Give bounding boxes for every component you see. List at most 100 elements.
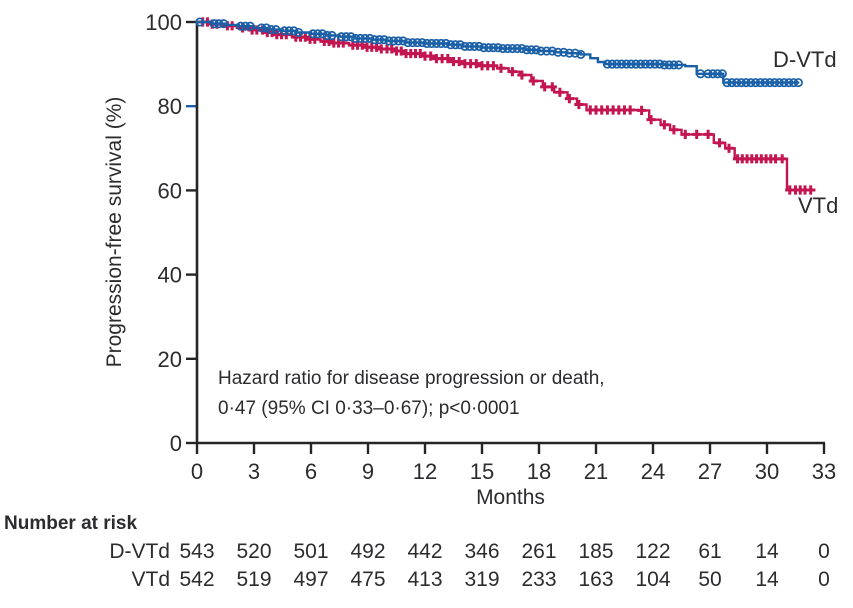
censor-mark-circle bbox=[522, 45, 532, 55]
censor-mark-circle bbox=[793, 78, 803, 88]
censor-mark-circle bbox=[559, 47, 569, 57]
y-tick-label: 40 bbox=[158, 263, 182, 288]
censor-mark-plus bbox=[528, 76, 538, 86]
censor-mark-circle bbox=[479, 43, 489, 53]
censor-mark-circle bbox=[570, 48, 580, 58]
censor-mark-circle bbox=[346, 32, 356, 42]
risk-row-label-vtd: VTd bbox=[131, 568, 170, 591]
x-tick-label: 6 bbox=[305, 459, 317, 484]
censor-mark-circle bbox=[784, 78, 794, 88]
risk-value: 261 bbox=[521, 540, 557, 563]
censor-mark-circle bbox=[351, 33, 361, 43]
censor-mark-circle bbox=[602, 59, 612, 69]
risk-value: 519 bbox=[236, 568, 272, 591]
risk-value: 501 bbox=[293, 540, 329, 563]
censor-mark-circle bbox=[664, 60, 674, 70]
censor-mark-plus bbox=[703, 129, 713, 140]
risk-value: 319 bbox=[464, 568, 500, 591]
censor-mark-circle bbox=[674, 60, 684, 70]
y-tick-label: 0 bbox=[170, 431, 182, 456]
risk-value: 413 bbox=[407, 568, 443, 591]
censor-mark-circle bbox=[271, 25, 281, 35]
curve-label-dvtd: D-VTd bbox=[773, 47, 837, 72]
censor-mark-circle bbox=[531, 45, 541, 55]
censor-mark-circle bbox=[774, 78, 784, 88]
censor-mark-circle bbox=[236, 21, 246, 31]
x-tick-label: 18 bbox=[527, 459, 551, 484]
hazard-ratio-line1: Hazard ratio for disease progression or … bbox=[218, 368, 605, 389]
censor-mark-circle bbox=[474, 41, 484, 51]
censor-mark-circle bbox=[365, 33, 375, 43]
censor-mark-circle bbox=[727, 78, 737, 88]
censor-mark-circle bbox=[760, 78, 770, 88]
censor-mark-plus bbox=[488, 61, 498, 71]
censor-mark-circle bbox=[240, 21, 251, 31]
censor-mark-circle bbox=[379, 35, 389, 45]
censor-mark-circle bbox=[465, 41, 475, 51]
risk-value: 542 bbox=[179, 568, 215, 591]
censor-mark-circle bbox=[403, 38, 413, 48]
y-tick-label: 20 bbox=[158, 347, 182, 372]
risk-value: 61 bbox=[698, 540, 722, 563]
x-tick-label: 15 bbox=[470, 459, 494, 484]
y-tick-label: 100 bbox=[145, 10, 182, 35]
censor-mark-circle bbox=[313, 29, 323, 39]
censor-mark-circle bbox=[498, 43, 508, 54]
censor-mark-circle bbox=[626, 59, 636, 69]
censor-mark-circle bbox=[436, 38, 446, 49]
risk-value: 346 bbox=[464, 540, 500, 563]
censor-mark-circle bbox=[360, 33, 370, 43]
censor-mark-circle bbox=[214, 19, 224, 29]
censor-mark-circle bbox=[374, 35, 384, 45]
censor-mark-circle bbox=[422, 38, 432, 49]
censor-mark-circle bbox=[722, 78, 732, 88]
censor-mark-plus bbox=[806, 185, 816, 195]
censor-mark-circle bbox=[713, 69, 723, 79]
censor-mark-circle bbox=[717, 69, 727, 79]
censor-mark-circle bbox=[669, 60, 679, 70]
x-tick-label: 12 bbox=[413, 459, 437, 484]
risk-value: 14 bbox=[755, 540, 779, 563]
censor-mark-circle bbox=[789, 78, 799, 88]
censor-mark-circle bbox=[417, 38, 427, 48]
censor-mark-circle bbox=[431, 38, 441, 49]
censor-mark-circle bbox=[621, 59, 631, 69]
x-tick-label: 33 bbox=[812, 459, 836, 484]
censor-mark-circle bbox=[779, 78, 789, 88]
censor-mark-circle bbox=[450, 40, 460, 50]
censor-mark-circle bbox=[536, 46, 546, 56]
x-tick-label: 9 bbox=[362, 459, 374, 484]
risk-value: 185 bbox=[578, 540, 614, 563]
y-tick-label: 80 bbox=[158, 94, 182, 119]
censor-mark-plus bbox=[387, 44, 397, 54]
risk-value: 475 bbox=[350, 568, 386, 591]
censor-mark-circle bbox=[266, 25, 276, 35]
censor-mark-circle bbox=[542, 46, 552, 56]
censor-mark-circle bbox=[370, 35, 380, 45]
censor-mark-circle bbox=[484, 43, 494, 53]
censor-mark-plus bbox=[625, 105, 635, 115]
censor-mark-plus bbox=[646, 115, 656, 125]
censor-mark-plus bbox=[371, 42, 382, 52]
risk-value: 497 bbox=[293, 568, 329, 591]
censor-mark-circle bbox=[317, 29, 327, 39]
censor-mark-circle bbox=[659, 60, 669, 70]
censor-mark-circle bbox=[564, 48, 574, 58]
x-axis-title: Months bbox=[476, 486, 545, 509]
censor-mark-circle bbox=[261, 23, 271, 33]
censor-mark-plus bbox=[669, 125, 679, 135]
censor-mark-circle bbox=[384, 36, 394, 46]
censor-mark-plus bbox=[637, 105, 647, 116]
curve-label-vtd: VTd bbox=[798, 193, 839, 218]
risk-value: 0 bbox=[818, 540, 830, 563]
censor-mark-circle bbox=[493, 43, 503, 53]
hazard-ratio-annotation: Hazard ratio for disease progression or … bbox=[218, 364, 605, 424]
censor-mark-circle bbox=[708, 69, 718, 79]
censor-mark-circle bbox=[284, 26, 294, 36]
censor-mark-circle bbox=[488, 43, 498, 53]
censor-mark-circle bbox=[640, 59, 650, 69]
censor-mark-circle bbox=[341, 32, 351, 42]
censor-mark-circle bbox=[503, 43, 513, 54]
censor-mark-plus bbox=[680, 129, 690, 140]
